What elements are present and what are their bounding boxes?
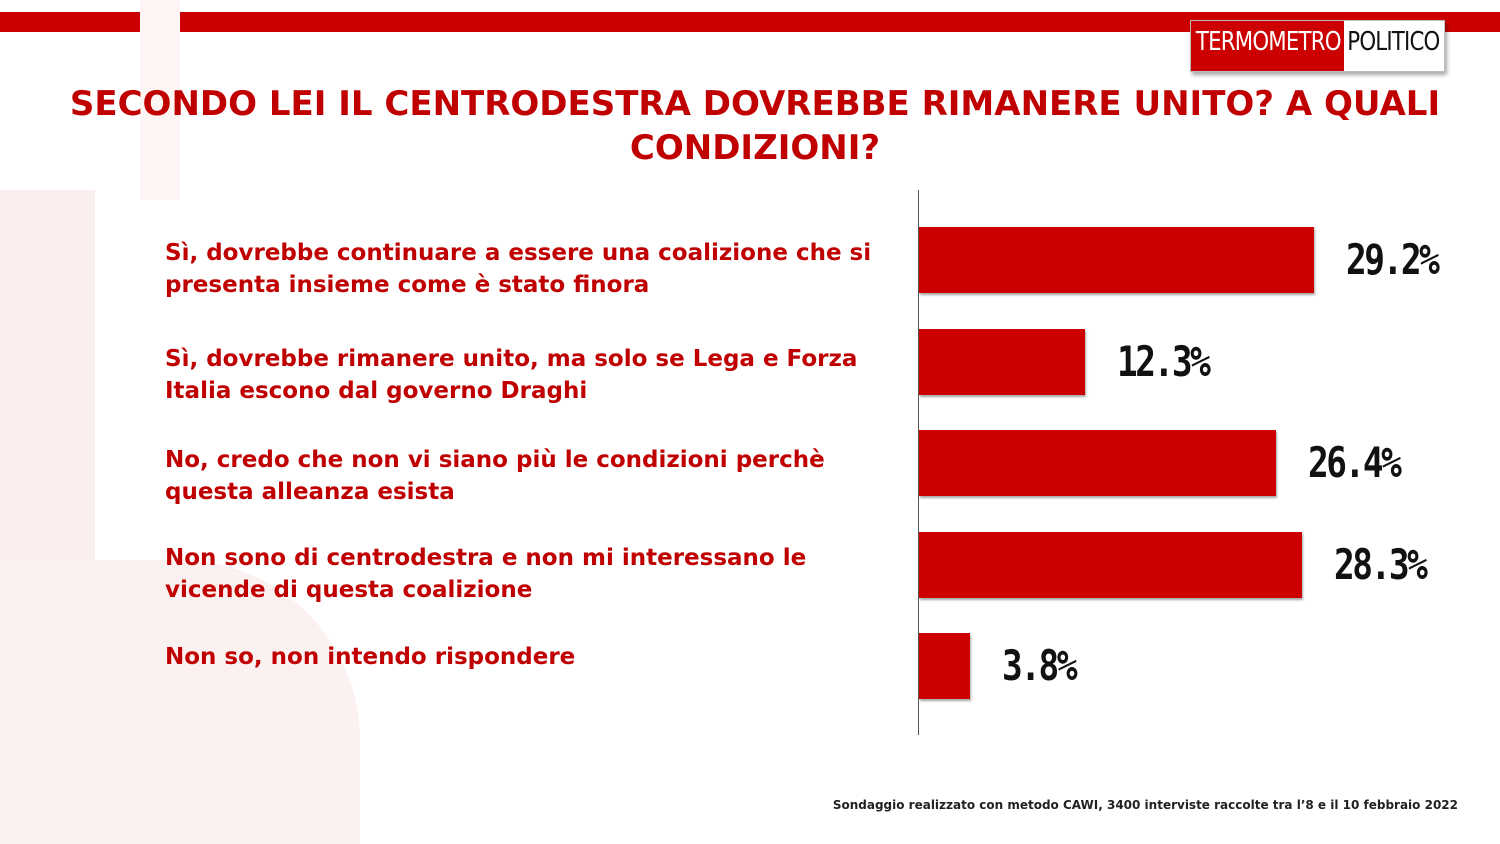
category-label: Sì, dovrebbe continuare a essere una coa… (165, 240, 872, 298)
category-axis-line (918, 190, 919, 735)
data-label: 28.3% (1333, 539, 1428, 589)
logo-part-white: POLITICO (1343, 21, 1444, 71)
bar (919, 531, 1302, 598)
category-label: Non so, non intendo rispondere (165, 644, 576, 670)
bar (919, 328, 1086, 395)
top-stripe (0, 12, 1500, 32)
category-label: Non sono di centrodestra e non mi intere… (165, 544, 807, 603)
brand-logo: TERMOMETRO POLITICO (1190, 20, 1446, 72)
bar (919, 227, 1314, 293)
data-label: 12.3% (1117, 336, 1211, 386)
background-shape (140, 0, 180, 200)
data-label: 29.2% (1346, 235, 1440, 284)
category-label: No, credo che non vi siano più le condiz… (165, 447, 825, 505)
category-label: Sì, dovrebbe rimanere unito, ma solo se … (165, 345, 858, 404)
data-label: 3.8% (1002, 641, 1078, 690)
bar (919, 633, 971, 699)
background-shape (0, 560, 360, 844)
bar (919, 430, 1277, 496)
logo-part-red: TERMOMETRO (1191, 21, 1344, 71)
data-label: 26.4% (1308, 438, 1402, 487)
footnote: Sondaggio realizzato con metodo CAWI, 34… (832, 798, 1458, 812)
chart-title: SECONDO LEI IL CENTRODESTRA DOVREBBE RIM… (69, 84, 1441, 168)
